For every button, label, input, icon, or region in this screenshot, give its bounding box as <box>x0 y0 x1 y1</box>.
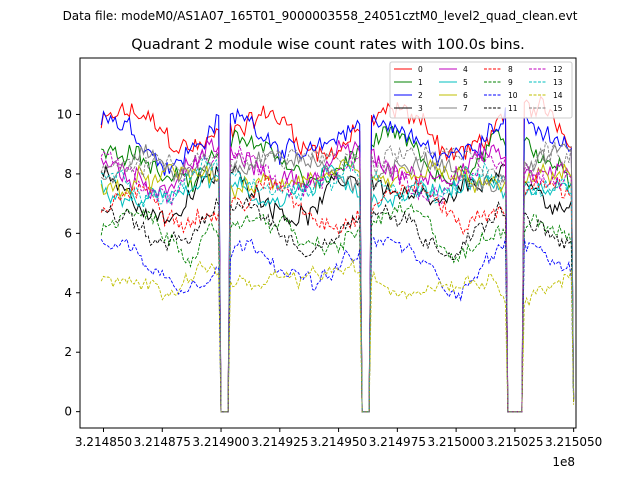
x-tick-label: 3.214900 <box>192 435 249 449</box>
y-tick-label: 2 <box>64 345 72 359</box>
series-line-12 <box>100 145 575 413</box>
y-tick-label: 6 <box>64 226 72 240</box>
legend-label-3: 3 <box>418 104 423 113</box>
chart-title: Quadrant 2 module wise count rates with … <box>131 37 525 53</box>
legend-label-12: 12 <box>553 65 563 74</box>
legend-label-8: 8 <box>508 65 513 74</box>
x-tick-label: 3.215050 <box>545 435 602 449</box>
series-line-5 <box>100 164 575 413</box>
legend-label-14: 14 <box>553 91 563 100</box>
legend-label-9: 9 <box>508 78 513 87</box>
series-line-15 <box>100 141 575 413</box>
x-tick-label: 3.214925 <box>251 435 308 449</box>
y-tick-label: 0 <box>64 405 72 419</box>
series-line-13 <box>101 156 575 413</box>
x-tick-label: 3.215000 <box>427 435 484 449</box>
series-line-9 <box>100 202 575 413</box>
x-tick-label: 3.214975 <box>369 435 426 449</box>
series-line-0 <box>100 95 575 413</box>
series-group <box>100 95 575 413</box>
legend-label-15: 15 <box>553 104 563 113</box>
y-tick-label: 10 <box>57 107 72 121</box>
legend-label-1: 1 <box>418 78 423 87</box>
series-line-7 <box>100 143 575 413</box>
x-tick-label: 3.215025 <box>486 435 543 449</box>
legend-label-6: 6 <box>463 91 468 100</box>
legend-label-11: 11 <box>508 104 518 113</box>
legend-label-10: 10 <box>508 91 518 100</box>
legend-label-5: 5 <box>463 78 468 87</box>
legend-label-2: 2 <box>418 91 423 100</box>
legend-label-4: 4 <box>463 65 468 74</box>
y-tick-label: 8 <box>64 167 72 181</box>
x-axis: 3.214850 3.214875 3.214900 3.214925 3.214950… <box>75 428 602 449</box>
series-line-14 <box>100 258 575 413</box>
series-line-8 <box>100 174 575 413</box>
y-tick-label: 4 <box>64 286 72 300</box>
legend-frame <box>389 61 573 119</box>
series-line-2 <box>100 107 575 413</box>
axes-frame <box>79 57 577 429</box>
legend-label-7: 7 <box>463 104 468 113</box>
x-tick-label: 3.214850 <box>75 435 132 449</box>
y-axis: 0 2 4 6 8 10 <box>57 107 80 419</box>
x-offset-label: 1e8 <box>552 455 575 469</box>
x-tick-label: 3.214950 <box>310 435 367 449</box>
legend-label-0: 0 <box>418 65 423 74</box>
plot-area <box>79 57 577 429</box>
x-tick-label: 3.214875 <box>134 435 191 449</box>
legend-label-13: 13 <box>553 78 563 87</box>
figure-suptitle: Data file: modeM0/AS1A07_165T01_90000035… <box>63 9 578 23</box>
series-line-6 <box>100 158 575 413</box>
